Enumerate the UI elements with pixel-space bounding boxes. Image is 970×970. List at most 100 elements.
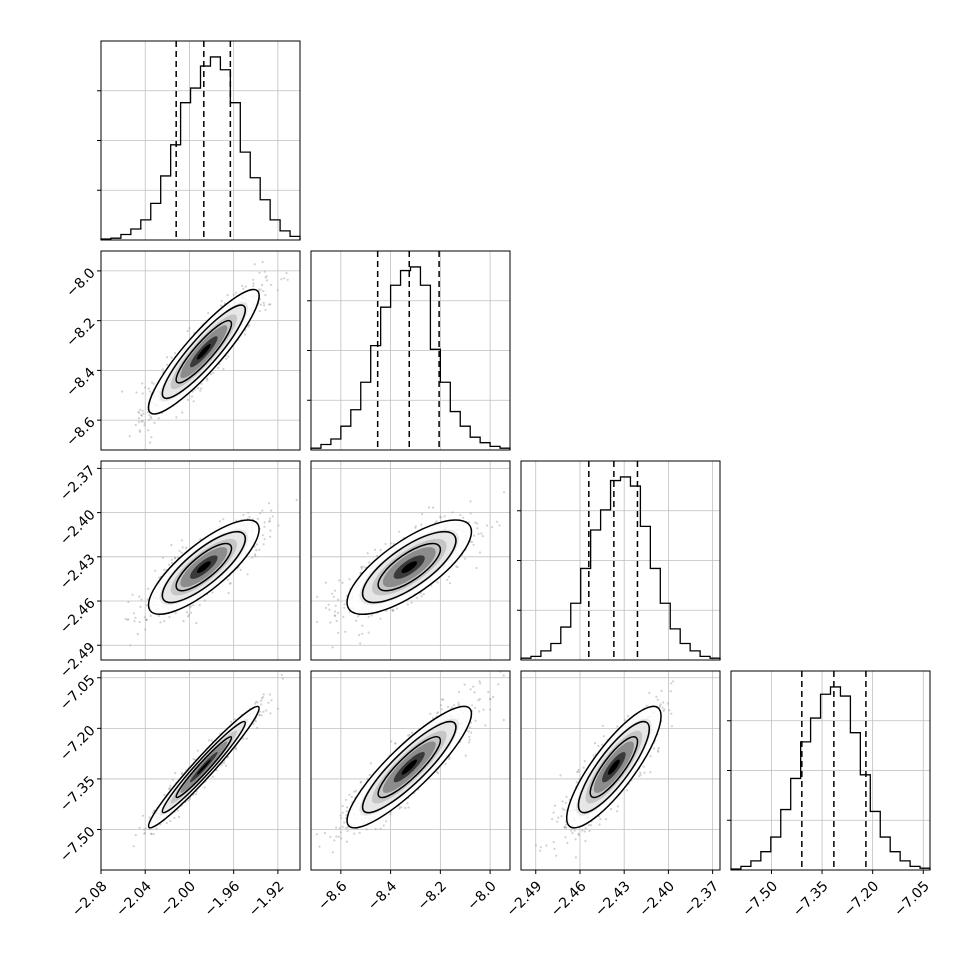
sample-point <box>210 373 213 376</box>
sample-point <box>163 793 166 797</box>
sample-point <box>495 520 498 523</box>
sample-point <box>258 713 261 717</box>
sample-point <box>134 616 137 619</box>
sample-point <box>270 699 273 702</box>
histogram-panel-2 <box>307 251 511 450</box>
panel-content <box>311 461 510 660</box>
sample-point <box>410 601 413 604</box>
sample-point <box>227 591 230 595</box>
sample-point <box>217 366 220 369</box>
sample-point <box>341 811 344 814</box>
sample-point <box>489 708 492 711</box>
sample-point <box>169 819 172 823</box>
sample-point <box>360 567 363 570</box>
sample-point <box>143 832 146 835</box>
sample-point <box>144 386 147 389</box>
sample-point <box>134 423 137 427</box>
sample-point <box>361 624 364 627</box>
sample-point <box>468 735 471 738</box>
sample-point <box>220 300 223 303</box>
sample-point <box>343 603 346 606</box>
sample-point <box>280 278 283 281</box>
sample-point <box>225 764 228 767</box>
sample-point <box>358 831 361 834</box>
sample-point <box>252 284 255 287</box>
sample-point <box>261 260 264 264</box>
sample-point <box>368 561 371 564</box>
sample-point <box>348 578 351 581</box>
sample-point <box>481 535 484 538</box>
sample-point <box>261 696 265 699</box>
sample-point <box>337 631 340 635</box>
sample-point <box>560 815 563 818</box>
sample-point <box>323 832 327 835</box>
sample-point <box>455 565 458 568</box>
sample-point <box>392 542 395 545</box>
histogram-frame <box>520 460 721 661</box>
sample-point <box>353 790 356 793</box>
sample-point <box>260 714 263 717</box>
sample-point <box>211 591 214 594</box>
sample-point <box>379 617 382 620</box>
sample-point <box>339 831 342 834</box>
sample-point <box>336 611 340 615</box>
sample-point <box>271 515 274 518</box>
sample-point <box>295 498 298 501</box>
sample-point <box>364 566 367 569</box>
sample-point <box>254 702 257 705</box>
sample-point <box>207 311 210 315</box>
sample-point <box>331 592 334 595</box>
sample-point <box>206 377 209 380</box>
sample-point <box>406 603 409 606</box>
sample-point <box>254 720 257 723</box>
sample-point <box>360 565 363 569</box>
sample-point <box>476 527 479 530</box>
sample-point <box>436 771 439 774</box>
sample-point <box>459 514 462 517</box>
sample-point <box>385 820 388 823</box>
contour-line <box>175 736 233 799</box>
sample-point <box>170 356 173 359</box>
density-fill <box>196 561 211 574</box>
sample-point <box>472 543 475 546</box>
sample-point <box>315 833 318 836</box>
sample-point <box>185 611 188 614</box>
sample-point <box>262 710 265 713</box>
sample-point <box>269 712 272 715</box>
sample-point <box>333 839 336 842</box>
sample-point <box>94 466 96 468</box>
sample-point <box>139 605 142 609</box>
sample-point <box>346 806 349 809</box>
sample-point <box>223 761 226 765</box>
sample-point <box>129 644 132 647</box>
sample-point <box>176 809 179 812</box>
sample-point <box>128 435 131 438</box>
sample-point <box>144 618 148 621</box>
sample-point <box>187 613 190 616</box>
sample-point <box>420 595 423 598</box>
sample-point <box>457 703 460 707</box>
sample-point <box>256 726 259 729</box>
histogram-step-line <box>520 476 721 660</box>
sample-point <box>200 382 203 385</box>
sample-point <box>143 424 146 427</box>
sample-point <box>146 598 149 601</box>
sample-point <box>232 293 235 296</box>
sample-point <box>151 811 154 814</box>
sample-point <box>235 748 238 751</box>
sample-point <box>230 720 233 723</box>
contour-line <box>175 319 233 384</box>
sample-point <box>355 619 358 622</box>
density-fill <box>196 759 211 775</box>
sample-point <box>258 714 261 717</box>
sample-point <box>219 304 223 307</box>
sample-point <box>226 578 229 581</box>
sample-point <box>338 827 341 830</box>
sample-point <box>157 417 160 420</box>
sample-point <box>474 521 477 524</box>
sample-point <box>486 524 489 527</box>
sample-point <box>246 573 249 576</box>
sample-point <box>140 420 143 423</box>
sample-point <box>150 833 153 836</box>
sample-point <box>264 276 267 279</box>
